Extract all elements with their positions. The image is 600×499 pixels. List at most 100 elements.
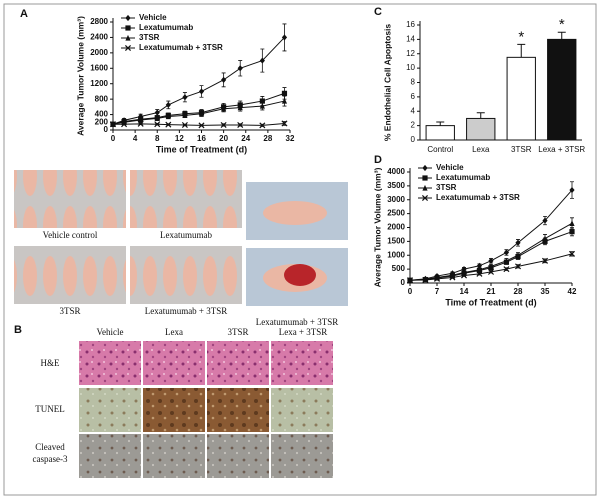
marker — [503, 249, 510, 256]
marker — [476, 266, 483, 273]
marker — [503, 266, 510, 273]
x-tick-label: 0 — [408, 287, 413, 296]
tile — [207, 341, 269, 385]
y-tick-label: 400 — [95, 110, 109, 119]
y-axis-label: Average Tumor Volume (mm³) — [75, 16, 85, 136]
x-tick-label: 7 — [435, 287, 440, 296]
tumor — [284, 264, 316, 286]
y-tick-label: 800 — [95, 94, 109, 103]
y-tick-label: 1200 — [90, 79, 108, 88]
y-tick-label: 2400 — [90, 33, 108, 42]
error-bar — [436, 121, 445, 126]
tile — [143, 388, 205, 432]
marker — [542, 235, 548, 242]
row-label: TUNEL — [35, 404, 65, 414]
mouse — [263, 201, 327, 225]
marker — [433, 275, 441, 282]
marker — [503, 257, 510, 264]
photo — [130, 246, 242, 304]
x-tick-label: 42 — [568, 287, 577, 296]
annotation: * — [559, 16, 565, 33]
y-tick-label: 1000 — [387, 250, 405, 259]
legend-label: Lexatumumab + 3TSR — [139, 43, 223, 52]
bar — [425, 125, 455, 141]
row-label: Cleaved — [35, 442, 65, 452]
marker — [221, 105, 227, 112]
tile — [79, 388, 141, 432]
marker — [259, 57, 265, 64]
panel-label: B — [14, 324, 22, 336]
marker — [422, 184, 428, 191]
x-axis-label: Time of Treatment (d) — [156, 144, 247, 154]
tile — [271, 341, 333, 385]
marker — [154, 109, 160, 116]
y-tick-label: 14 — [406, 34, 415, 43]
marker — [198, 122, 205, 129]
marker — [259, 102, 265, 109]
marker — [281, 97, 288, 104]
y-tick-label: 2500 — [387, 209, 405, 218]
x-tick-label: 28 — [514, 287, 523, 296]
x-tick-label: 20 — [219, 134, 228, 143]
x-tick-label: 16 — [197, 134, 206, 143]
marker — [488, 263, 494, 269]
bar — [506, 56, 536, 141]
marker — [515, 252, 521, 258]
legend-label: Vehicle — [436, 163, 464, 172]
marker — [165, 113, 171, 120]
marker — [514, 263, 522, 270]
tile — [271, 388, 333, 432]
marker — [182, 112, 188, 118]
frame — [3, 3, 597, 496]
y-tick-label: 2000 — [90, 48, 108, 57]
column-label: Lexa — [165, 327, 183, 337]
y-tick-label: 0 — [411, 135, 416, 144]
panel-label: A — [20, 8, 28, 20]
legend-label: 3TSR — [436, 183, 457, 192]
marker — [542, 217, 548, 224]
tile — [207, 434, 269, 478]
marker — [476, 270, 483, 277]
marker — [221, 76, 227, 83]
marker — [476, 262, 483, 269]
x-axis-label: Time of Treatment (d) — [445, 297, 536, 307]
y-axis-label: % Endothelial Cell Apoptosis — [382, 24, 392, 142]
y-tick-label: 12 — [406, 49, 415, 58]
x-tick-label: 32 — [286, 134, 295, 143]
y-tick-label: 3000 — [387, 195, 405, 204]
column-label: Lexa + 3TSR — [279, 327, 328, 337]
photo — [14, 246, 126, 304]
column-label: 3TSR — [227, 327, 248, 337]
marker — [138, 116, 144, 123]
x-tick-label: 21 — [487, 287, 496, 296]
marker — [422, 164, 428, 172]
x-tick-label: 14 — [460, 287, 469, 296]
marker — [569, 229, 575, 235]
x-tick-label: 28 — [263, 134, 272, 143]
error-bar — [517, 43, 526, 58]
marker — [487, 268, 495, 275]
y-tick-label: 6 — [411, 92, 416, 101]
bar — [547, 38, 577, 141]
marker — [421, 194, 429, 202]
y-tick-label: 4 — [411, 106, 416, 115]
marker — [281, 34, 288, 41]
tile — [79, 341, 141, 385]
row-label: H&E — [41, 358, 61, 368]
x-tick-label: 12 — [175, 134, 184, 143]
micrographs: Vehicle Lexa 3TSR Lexa + 3TSR H&E TUNEL … — [33, 327, 333, 478]
legend-label: Lexatumumab — [436, 173, 490, 182]
marker — [182, 94, 188, 101]
marker — [568, 250, 576, 257]
x-tick-label: Control — [427, 145, 453, 154]
marker — [281, 120, 288, 127]
marker — [569, 186, 575, 194]
tile — [143, 341, 205, 385]
y-tick-label: 1500 — [387, 236, 405, 245]
x-tick-label: 0 — [111, 134, 116, 143]
marker — [198, 110, 205, 117]
y-tick-label: 10 — [406, 63, 415, 72]
y-tick-label: 8 — [411, 78, 416, 87]
x-tick-label: 24 — [241, 134, 250, 143]
